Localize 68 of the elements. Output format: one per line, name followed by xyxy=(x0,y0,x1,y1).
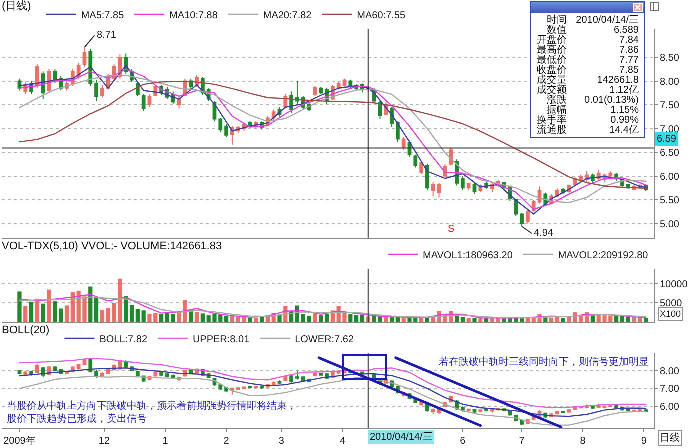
legend-label: MAVOL1:180963.20 xyxy=(423,250,514,262)
x-tick-label: 9 xyxy=(641,436,648,447)
y-tick-label: 6.50 xyxy=(660,148,680,159)
annotation: 最低价 xyxy=(536,55,567,66)
x-tick-label: 1 xyxy=(162,436,169,447)
annotation: 7.86 xyxy=(618,45,640,56)
annotation: 成交量 xyxy=(536,75,567,86)
annotation: 成交额 xyxy=(536,85,567,96)
y-tick-label: 10000 xyxy=(660,280,688,291)
legend-label: UPPER:8.01 xyxy=(192,334,250,346)
annotation: 1.12亿 xyxy=(610,85,640,96)
legend-label: MA5:7.85 xyxy=(81,10,125,22)
annotation: 0.01(0.13%) xyxy=(584,95,640,106)
y-axis-title: X100 xyxy=(660,309,682,319)
x-tick-label: 8 xyxy=(580,436,586,447)
chart-title: VOL-TDX(5,10) VVOL:- VOLUME:142661.83 xyxy=(2,240,222,253)
ref-line-label: 2010/04/14/三 xyxy=(370,432,433,443)
y-tick-label: 8.00 xyxy=(660,76,680,88)
chart-title: (日线) xyxy=(2,0,32,13)
legend-label: MA60:7.55 xyxy=(357,10,406,22)
chart-title: BOLL(20) xyxy=(2,324,50,337)
annotation: 8.71 xyxy=(97,30,117,41)
y-tick-label: 7.00 xyxy=(660,124,680,136)
y-tick-label: 5.00 xyxy=(660,219,680,230)
annotation: 142661.8 xyxy=(596,75,640,86)
y-tick-label: 7.50 xyxy=(660,100,680,112)
annotation: 7.77 xyxy=(618,55,640,66)
legend-label: BOLL:7.82 xyxy=(100,334,148,346)
annotation: 流通股 xyxy=(536,125,567,136)
annotation: 最高价 xyxy=(536,45,567,56)
y-tick-label: 5000 xyxy=(660,298,683,310)
annotation: 开盘价 xyxy=(536,35,567,46)
y-tick-label: 5.50 xyxy=(660,196,680,206)
annotation: 7.85 xyxy=(618,65,640,76)
annotation: 若在跌破中轨时三线同时向下，则信号更加明显 xyxy=(439,356,649,368)
annotation: 振幅 xyxy=(547,105,567,116)
y-tick-label: 8.50 xyxy=(660,53,680,64)
annotation: 涨跌 xyxy=(546,95,567,106)
x-axis-title: 日线 xyxy=(660,432,680,444)
x-tick-label: 6 xyxy=(460,436,466,447)
x-tick-label: 2009年 xyxy=(4,435,36,447)
y-tick-label: 6.00 xyxy=(660,172,680,183)
annotation: 收盘价 xyxy=(536,65,567,76)
annotation: 数值 xyxy=(547,25,567,36)
y-tick-label: 6.00 xyxy=(660,402,680,414)
text: 时间 xyxy=(546,15,567,26)
x-tick-label: 3 xyxy=(278,436,285,447)
annotation: 0.99% xyxy=(610,115,640,126)
annotation: 7.84 xyxy=(618,35,640,46)
legend-label: MA20:7.82 xyxy=(263,10,312,22)
y-tick-label: 8.00 xyxy=(660,366,680,378)
annotation: 当股价从中轨上方向下跌破中轨，预示着前期强势行情即将结束，股价下跌趋势已形成，卖出信号 xyxy=(7,400,297,425)
annotation: 14.4亿 xyxy=(608,125,640,136)
y-tick-label: 7.00 xyxy=(660,384,680,396)
ref-line-label: 6.59 xyxy=(657,134,677,145)
x-tick-label: 12 xyxy=(98,436,110,447)
legend-label: LOWER:7.62 xyxy=(295,334,354,346)
annotation: 6.589 xyxy=(612,25,640,36)
annotation: 换手率 xyxy=(536,115,567,126)
x-tick-label: 7 xyxy=(519,436,526,447)
x-tick-label: 2 xyxy=(224,436,230,447)
annotation: S xyxy=(448,224,455,235)
legend-label: MAVOL2:209192.80 xyxy=(558,250,649,262)
legend-label: MA10:7.88 xyxy=(170,10,218,22)
annotation: 4.94 xyxy=(534,228,554,239)
text: 2010/04/14/三 xyxy=(575,15,640,26)
annotation: 1.15% xyxy=(610,105,640,116)
x-tick-label: 4 xyxy=(340,436,346,447)
